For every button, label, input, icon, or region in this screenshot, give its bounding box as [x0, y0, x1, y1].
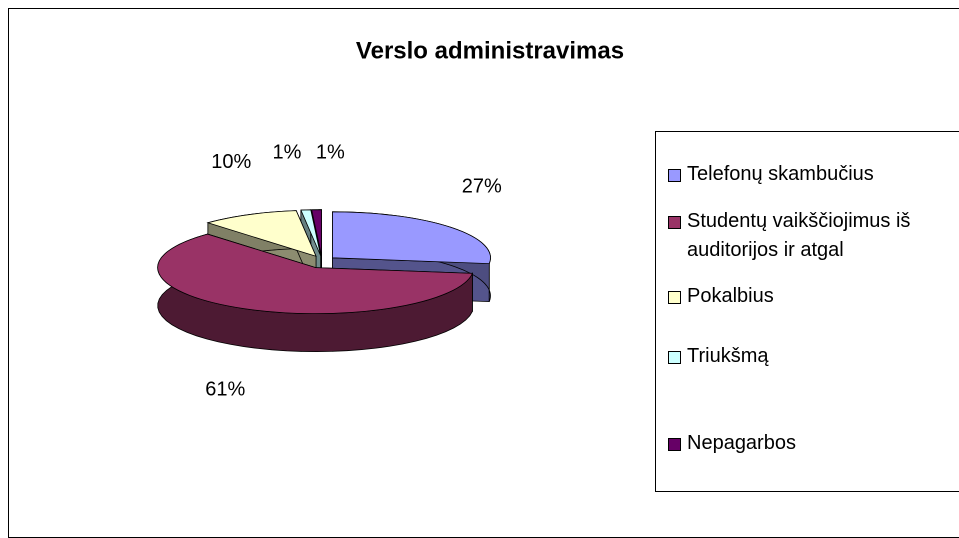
legend-label: Studentų vaikščiojimus iš auditorijos ir… [687, 210, 911, 261]
legend-item: Pokalbius [668, 282, 958, 311]
value-label: 61% [205, 378, 245, 400]
legend-swatch [668, 169, 681, 182]
chart: Verslo administravimas 27% 61% 10% 1% 1% [157, 37, 624, 400]
value-label: 10% [211, 151, 251, 173]
slice-group [157, 233, 474, 353]
chart-title: Verslo administravimas [356, 37, 624, 64]
legend: Telefonų skambučius Studentų vaikščiojimu… [655, 131, 959, 492]
legend-item: Telefonų skambučius [668, 160, 958, 189]
page: {"chart_data": {"type": "pie", "title": … [8, 8, 959, 538]
legend-swatch [668, 351, 681, 364]
legend-swatch [668, 438, 681, 451]
legend-label: Telefonų skambučius [687, 163, 874, 185]
legend-label: Nepagarbos [687, 432, 796, 454]
pie-slice [311, 209, 322, 256]
legend-item: Triukšmą [668, 342, 958, 371]
pie-slice [300, 209, 322, 256]
pie-slice [206, 210, 317, 257]
legend-swatch [668, 291, 681, 304]
legend-item: Nepagarbos [668, 429, 958, 458]
legend-label: Pokalbius [687, 285, 774, 307]
pie-slice [332, 211, 491, 265]
value-label: 27% [462, 175, 502, 197]
legend-swatch [668, 216, 681, 229]
value-label: 1% [273, 142, 302, 164]
value-label: 1% [316, 141, 345, 163]
pie-slice [157, 233, 474, 315]
legend-item: Studentų vaikščiojimus iš auditorijos ir… [668, 207, 958, 265]
legend-label: Triukšmą [687, 345, 769, 367]
